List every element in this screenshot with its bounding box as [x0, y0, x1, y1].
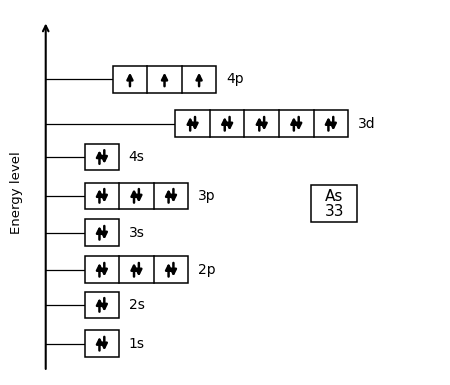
- Text: 33: 33: [324, 204, 344, 219]
- Bar: [85, 256, 188, 283]
- Bar: [176, 110, 348, 137]
- Bar: [85, 144, 119, 170]
- Text: 1s: 1s: [129, 336, 144, 351]
- Bar: [112, 66, 216, 93]
- Text: 4s: 4s: [129, 150, 144, 164]
- Text: 3s: 3s: [129, 226, 144, 240]
- Bar: [85, 291, 119, 318]
- Text: 3d: 3d: [358, 117, 375, 131]
- Bar: [85, 182, 188, 209]
- Text: 3p: 3p: [198, 189, 216, 203]
- Text: As: As: [325, 189, 343, 204]
- Text: 2s: 2s: [129, 298, 144, 312]
- Text: Energy level: Energy level: [10, 151, 23, 234]
- Bar: [85, 219, 119, 246]
- Text: 2p: 2p: [198, 263, 216, 277]
- Bar: [311, 185, 357, 222]
- Bar: [85, 330, 119, 357]
- Text: 4p: 4p: [226, 72, 243, 86]
